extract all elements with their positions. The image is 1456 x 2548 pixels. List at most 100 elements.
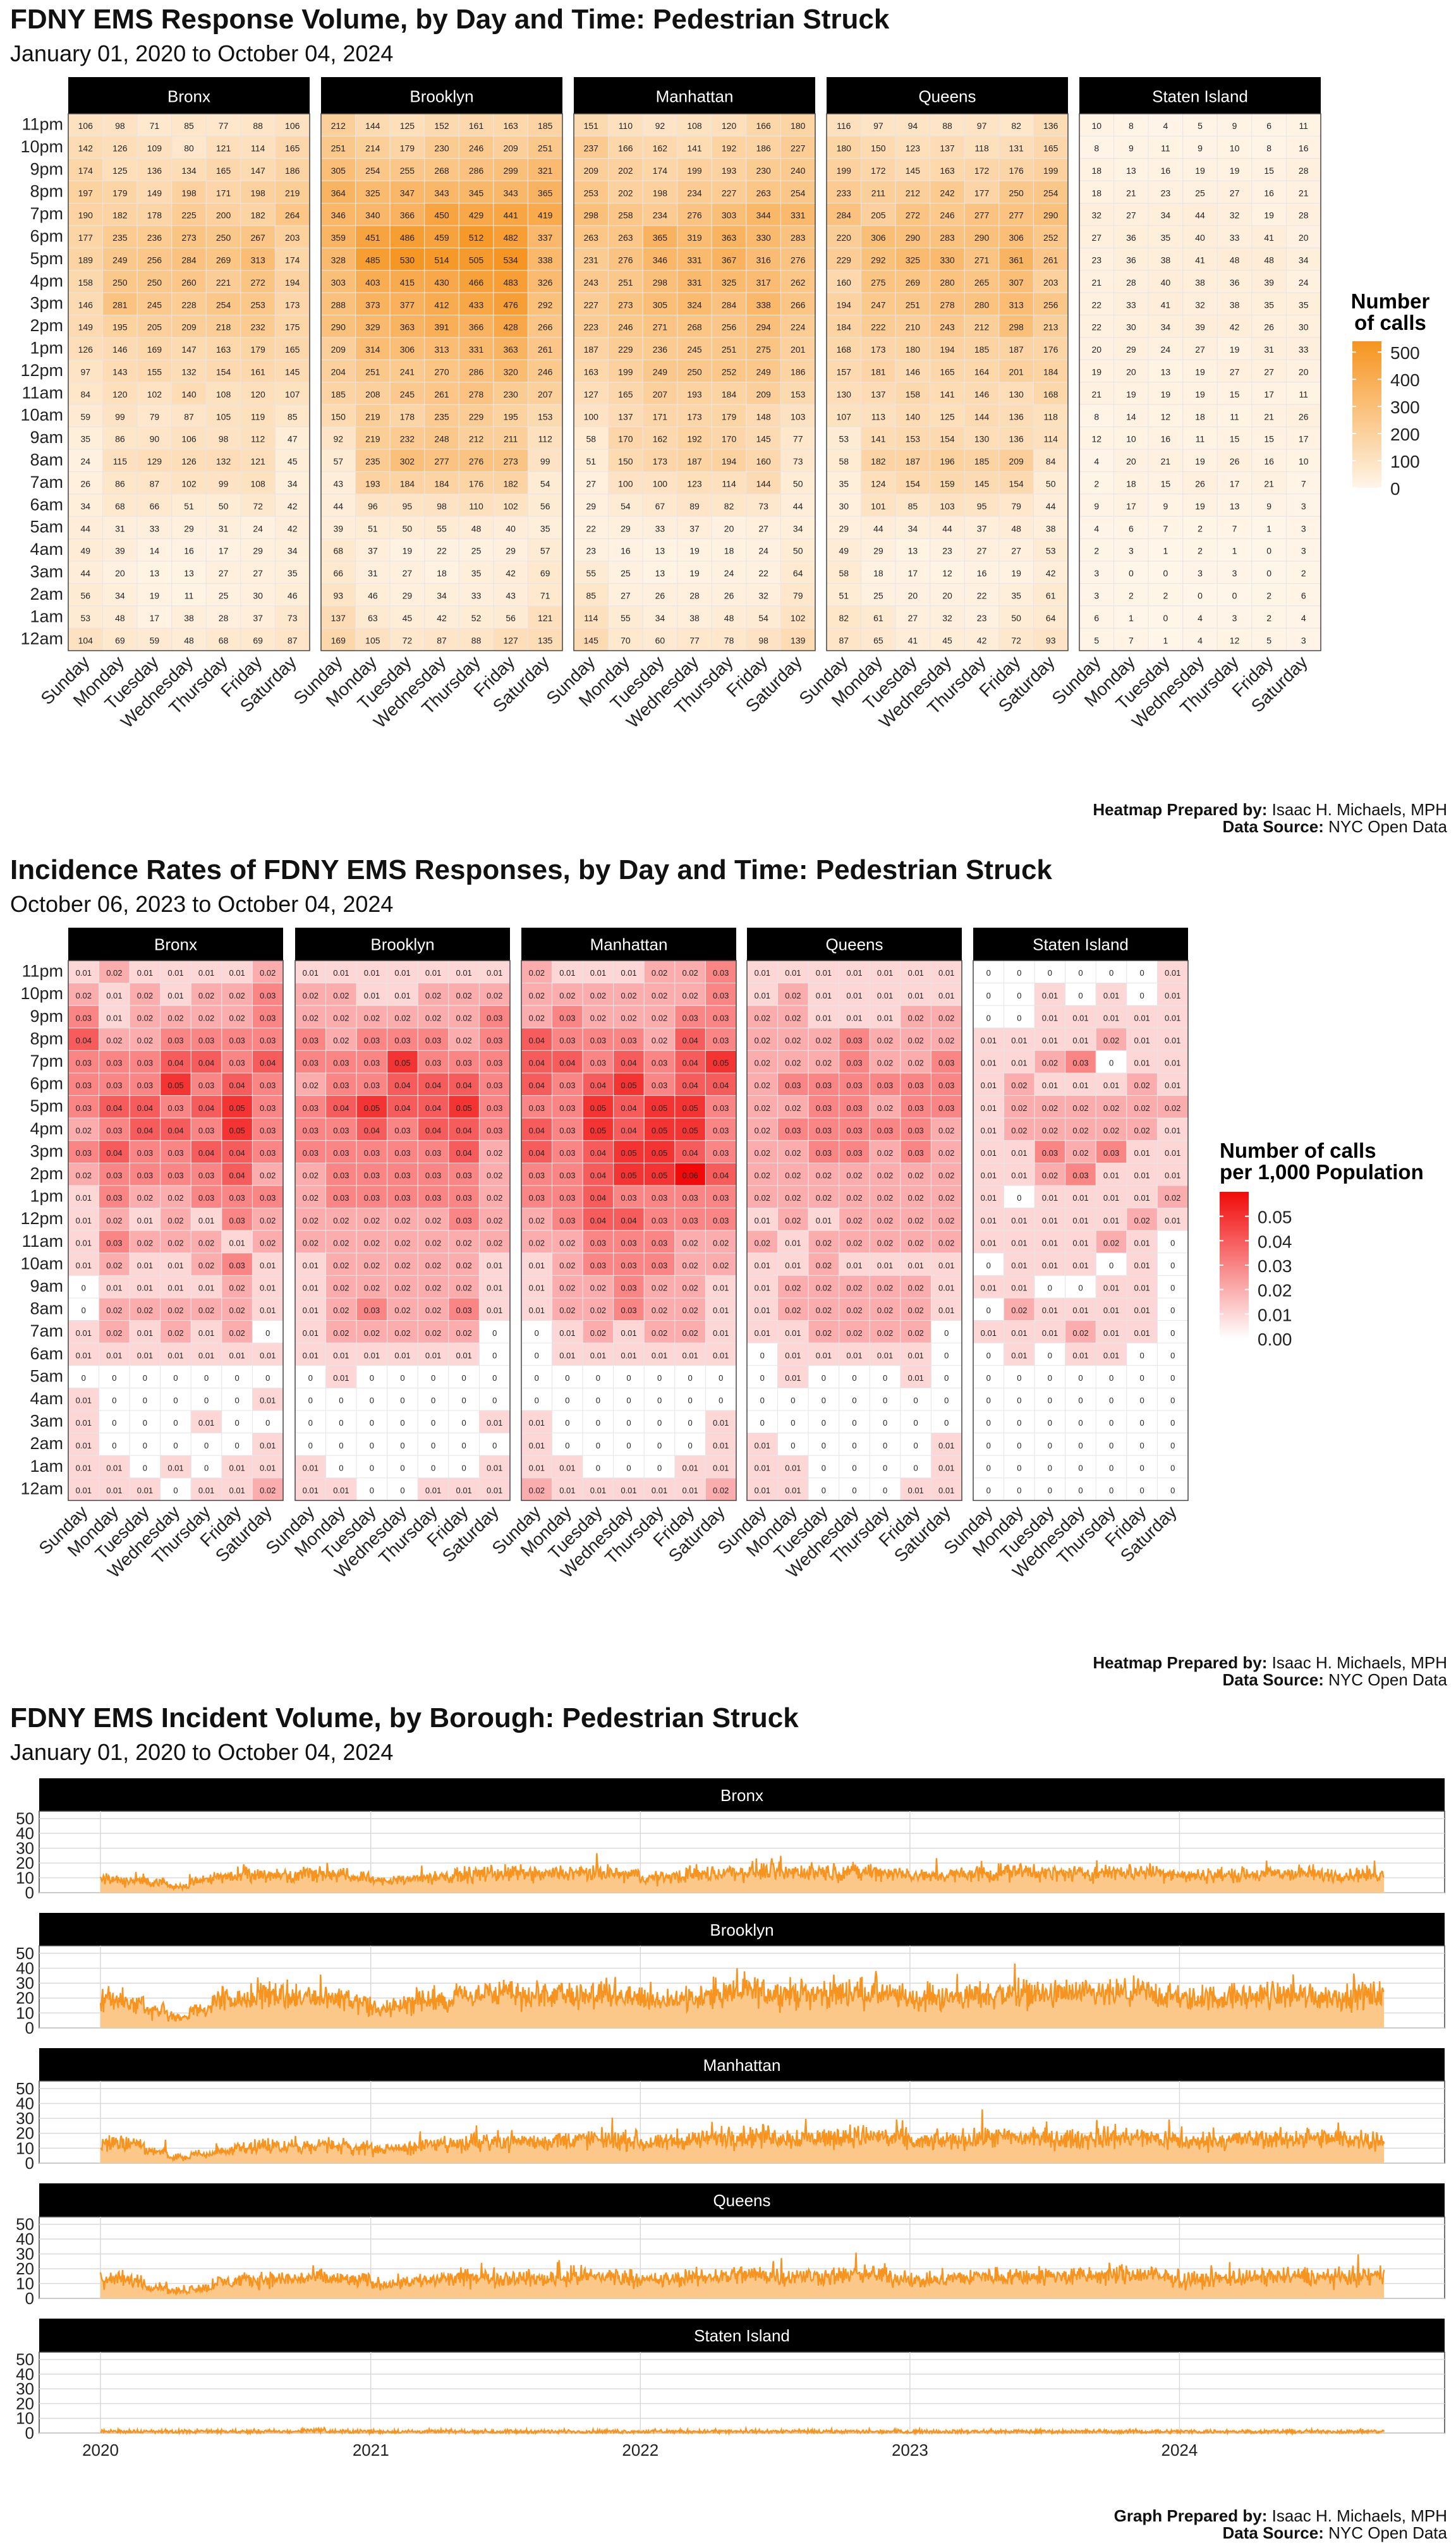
heatmap-cell xyxy=(240,315,276,338)
heatmap-cell xyxy=(102,337,138,360)
x-tick-label: 2022 xyxy=(622,2441,658,2460)
cell-value: 126 xyxy=(78,344,94,355)
heatmap-cell xyxy=(205,382,241,405)
cell-value: 108 xyxy=(216,389,231,399)
heatmap-cell xyxy=(136,359,173,383)
cell-value: 313 xyxy=(250,255,265,265)
facet-label-manhattan: Manhattan xyxy=(703,2056,781,2075)
cell-value: 146 xyxy=(78,300,94,310)
volume-heatmap-title: FDNY EMS Response Volume, by Day and Tim… xyxy=(10,4,890,35)
cell-value: 200 xyxy=(216,210,231,221)
x-tick-label: 2023 xyxy=(892,2441,928,2460)
cell-value: 189 xyxy=(78,255,94,265)
heatmap-cell xyxy=(136,225,173,248)
cell-value: 284 xyxy=(181,255,197,265)
cell-value: 173 xyxy=(285,300,300,310)
cell-value: 209 xyxy=(181,322,197,332)
cell-value: 197 xyxy=(78,188,94,198)
volume-legend-title-line1: Number xyxy=(1351,289,1430,313)
cell-value: 256 xyxy=(147,255,162,265)
cell-value: 186 xyxy=(285,166,300,176)
cell-value: 169 xyxy=(147,344,162,355)
heatmap-cell xyxy=(171,292,207,316)
cell-value: 106 xyxy=(181,434,197,444)
heatmap-cell xyxy=(102,359,138,383)
heatmap-cell xyxy=(136,158,173,181)
cell-value: 267 xyxy=(250,233,265,243)
cell-value: 250 xyxy=(216,233,231,243)
y-tick-label: 50 xyxy=(16,1809,34,1828)
cell-value: 87 xyxy=(184,411,194,422)
cell-value: 114 xyxy=(251,143,265,153)
timeseries-credit: Graph Prepared by: Isaac H. Michaels, MP… xyxy=(1114,2508,1447,2542)
cell-value: 85 xyxy=(184,121,194,131)
cell-value: 120 xyxy=(250,389,265,399)
heatmap-cell xyxy=(102,404,138,428)
heatmap-cell xyxy=(240,449,276,472)
heatmap-cell xyxy=(136,449,173,472)
heatmap-cell xyxy=(274,382,310,405)
cell-value: 272 xyxy=(250,277,265,288)
cell-value: 250 xyxy=(112,277,128,288)
cell-value: 26 xyxy=(80,478,90,488)
heatmap-cell xyxy=(171,180,207,204)
heatmap-cell xyxy=(240,270,276,293)
heatmap-cell xyxy=(102,315,138,338)
heatmap-cell xyxy=(205,337,241,360)
x-tick-label: 2024 xyxy=(1162,2441,1198,2460)
cell-value: 221 xyxy=(216,277,231,288)
cell-value: 203 xyxy=(285,233,300,243)
heatmap-cell xyxy=(240,203,276,226)
cell-value: 71 xyxy=(150,121,160,131)
cell-value: 254 xyxy=(216,300,231,310)
volume-heatmap: Number of calls Bronx 106 98 71 85 77 88 106 142… xyxy=(20,77,1430,732)
heatmap-cell xyxy=(136,270,173,293)
credit-prepared-label: Graph Prepared by: xyxy=(1113,2506,1268,2525)
cell-value: 250 xyxy=(147,277,162,288)
cell-value: 178 xyxy=(147,210,162,221)
cell-value: 149 xyxy=(78,322,94,332)
cell-value: 106 xyxy=(285,121,300,131)
heatmap-cell xyxy=(68,337,104,360)
credit-prepared-name: Isaac H. Michaels, MPH xyxy=(1271,2506,1447,2525)
facet-label-queens: Queens xyxy=(713,2191,770,2210)
heatmap-cell xyxy=(136,404,173,428)
cell-value: 59 xyxy=(80,411,90,422)
cell-value: 158 xyxy=(78,277,94,288)
heatmap-cell xyxy=(136,203,173,226)
cell-value: 97 xyxy=(80,367,90,377)
heatmap-cell xyxy=(171,247,207,271)
cell-value: 264 xyxy=(285,210,300,221)
x-tick-label: 2021 xyxy=(353,2441,389,2460)
heatmap-cell xyxy=(68,158,104,181)
cell-value: 143 xyxy=(112,367,128,377)
cell-value: 106 xyxy=(78,121,94,131)
heatmap-cell xyxy=(136,382,173,405)
cell-value: 232 xyxy=(250,322,265,332)
cell-value: 195 xyxy=(112,322,128,332)
cell-value: 140 xyxy=(181,389,197,399)
cell-value: 174 xyxy=(78,166,94,176)
heatmap-cell xyxy=(240,427,276,450)
volume-legend-title-line2: of calls xyxy=(1354,311,1426,334)
heatmap-cell xyxy=(171,135,207,159)
cell-value: 155 xyxy=(147,367,162,377)
cell-value: 132 xyxy=(181,367,197,377)
cell-value: 225 xyxy=(181,210,197,221)
cell-value: 236 xyxy=(147,233,162,243)
cell-value: 171 xyxy=(216,188,231,198)
cell-value: 109 xyxy=(147,143,162,153)
x-tick-label: 2020 xyxy=(82,2441,119,2460)
heatmap-cell xyxy=(68,270,104,293)
heatmap-cell xyxy=(102,247,138,271)
heatmap-cell xyxy=(274,292,310,316)
y-tick-label: 50 xyxy=(16,2215,34,2234)
heatmap-cell xyxy=(136,135,173,159)
heatmap-cell xyxy=(136,427,173,450)
cell-value: 147 xyxy=(181,344,197,355)
cell-value: 87 xyxy=(150,478,160,488)
volume-heatmap-subtitle: January 01, 2020 to October 04, 2024 xyxy=(10,40,394,66)
cell-value: 273 xyxy=(181,233,197,243)
